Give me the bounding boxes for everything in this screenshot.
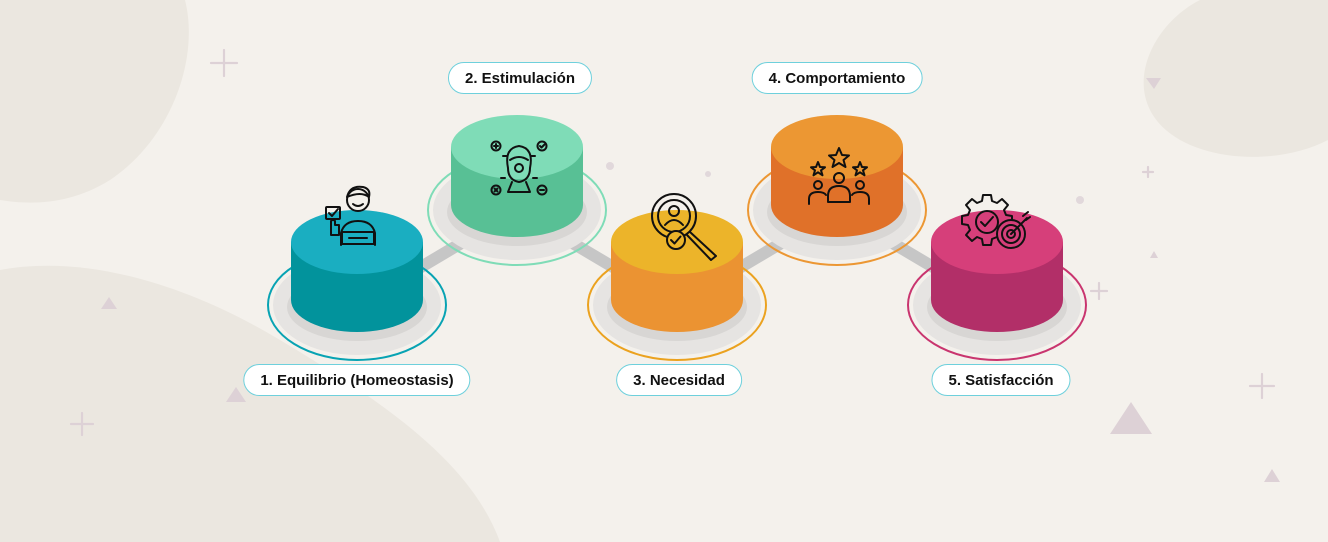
step-node-2 bbox=[427, 115, 607, 266]
triangle-decor-icon bbox=[1110, 402, 1152, 434]
magnifier-user-check-icon bbox=[651, 193, 717, 261]
head-gears-icon bbox=[490, 140, 548, 196]
dot-decor bbox=[705, 171, 711, 177]
gear-target-check-icon bbox=[961, 194, 1031, 249]
step-label-2: 2. Estimulación bbox=[447, 62, 593, 94]
step-cylinder-top bbox=[771, 115, 903, 179]
plus-decor-icon bbox=[209, 48, 239, 78]
plus-decor-icon bbox=[1089, 281, 1109, 301]
triangle-decor-icon bbox=[1146, 78, 1161, 89]
team-stars-icon bbox=[808, 147, 870, 205]
triangle-decor-icon bbox=[226, 387, 246, 402]
background-blob bbox=[0, 0, 189, 203]
plus-decor-icon bbox=[1248, 372, 1276, 400]
dot-decor bbox=[606, 162, 614, 170]
dot-decor bbox=[1076, 196, 1084, 204]
plus-decor-icon bbox=[69, 411, 95, 437]
background-blob bbox=[1143, 0, 1328, 157]
triangle-decor-icon bbox=[1150, 251, 1158, 258]
step-label-4: 4. Comportamiento bbox=[751, 62, 923, 94]
step-label-5: 5. Satisfacción bbox=[931, 364, 1071, 396]
triangle-decor-icon bbox=[1264, 469, 1280, 482]
step-cylinder-top bbox=[291, 210, 423, 274]
step-node-1 bbox=[267, 210, 447, 361]
person-thumbs-up-checklist-icon bbox=[325, 185, 376, 246]
step-cylinder-top bbox=[931, 210, 1063, 274]
background-blob bbox=[0, 265, 500, 542]
step-label-3: 3. Necesidad bbox=[616, 364, 742, 396]
plus-decor-icon bbox=[1141, 165, 1155, 179]
step-node-4 bbox=[747, 115, 927, 266]
triangle-decor-icon bbox=[101, 297, 117, 309]
step-label-1: 1. Equilibrio (Homeostasis) bbox=[243, 364, 471, 396]
step-node-5 bbox=[907, 210, 1087, 361]
